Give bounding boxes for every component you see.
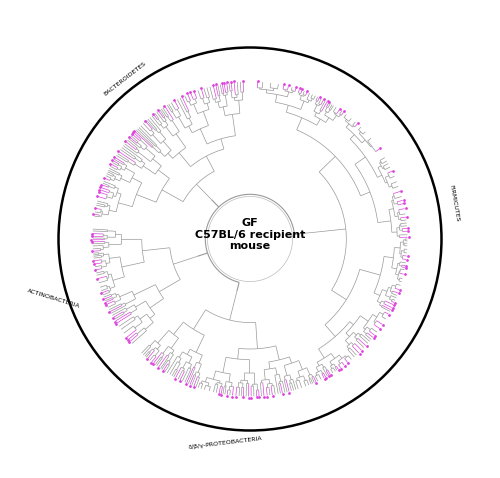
Text: δ/β/γ-PROTEOBACTERIA: δ/β/γ-PROTEOBACTERIA [188,436,262,450]
Text: GF
C57BL/6 recipient
mouse: GF C57BL/6 recipient mouse [195,218,305,251]
Text: ACTINOBACTERIA: ACTINOBACTERIA [26,289,80,309]
Text: BACTEROIDETES: BACTEROIDETES [103,61,147,97]
Text: FIRMICUTES: FIRMICUTES [448,184,460,222]
